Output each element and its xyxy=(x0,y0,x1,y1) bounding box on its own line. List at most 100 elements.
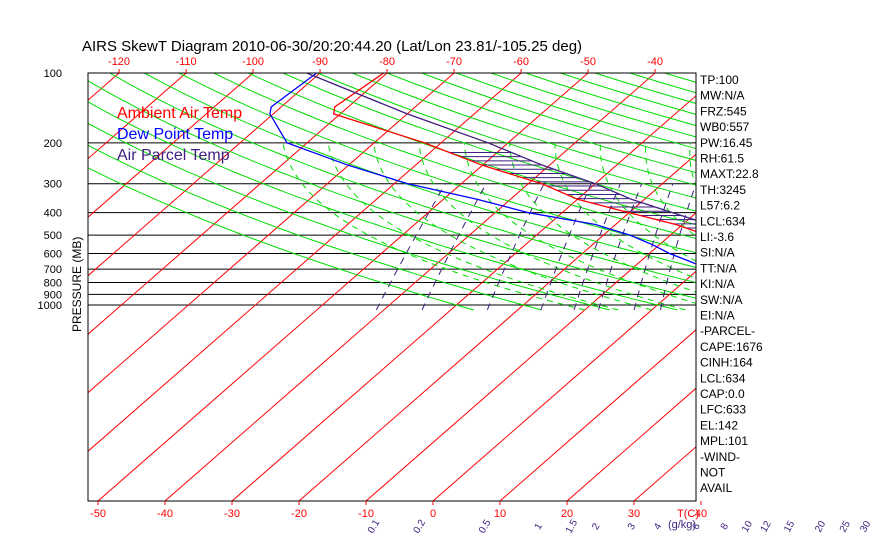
mixing-ratio-tick-label: 15 xyxy=(782,519,797,535)
mixing-ratio-line xyxy=(659,183,696,311)
dew-point-temp-line xyxy=(269,73,696,265)
moist-adiabat-line xyxy=(463,142,696,304)
top-temp-tick-label: -100 xyxy=(242,56,264,68)
isotherm-line xyxy=(88,73,321,277)
dry-adiabat-line xyxy=(664,73,696,83)
index-label: CINH:164 xyxy=(700,356,753,370)
mixing-ratio-tick-label: 2 xyxy=(590,521,603,532)
bottom-temp-tick-label: -10 xyxy=(358,508,374,520)
dry-adiabat-line xyxy=(144,73,696,268)
mixing-ratio-line xyxy=(750,184,774,310)
index-label: MAXT:22.8 xyxy=(700,167,759,181)
isotherm-line xyxy=(164,73,656,501)
dry-adiabat-line xyxy=(838,73,870,310)
index-label: TP:100 xyxy=(700,73,739,87)
grid-layer xyxy=(88,73,870,501)
index-label: EL:142 xyxy=(700,418,738,432)
mixing-ratio-tick-label: 0.2 xyxy=(412,518,429,536)
top-temp-tick-label: -80 xyxy=(379,56,395,68)
isotherm-line xyxy=(499,329,696,501)
pressure-tick-label: 100 xyxy=(44,68,62,80)
dry-adiabat-line xyxy=(386,73,696,174)
top-temp-tick-label: -60 xyxy=(513,56,529,68)
index-label: MPL:101 xyxy=(700,434,748,448)
mixing-ratio-tick-label: 6 xyxy=(691,521,704,532)
legend-air-parcel-temp: Air Parcel Temp xyxy=(117,147,230,164)
dry-adiabat-line xyxy=(525,73,696,127)
mixing-ratio-tick-label: 3 xyxy=(626,521,639,532)
plot-frame xyxy=(87,72,697,502)
mixing-ratio-line xyxy=(848,184,858,310)
index-label: AVAIL xyxy=(700,481,733,495)
pressure-tick-label: 900 xyxy=(44,289,62,301)
bottom-temp-tick-label: -30 xyxy=(224,508,240,520)
index-label: NOT xyxy=(700,466,726,480)
mixing-ratio-tick-label: 8 xyxy=(719,521,732,532)
bottom-temp-tick-label: 20 xyxy=(561,508,573,520)
dry-adiabat-line xyxy=(734,73,870,310)
bottom-temp-tick-label: -50 xyxy=(90,508,106,520)
dry-adiabat-line xyxy=(88,101,678,311)
index-label: SI:N/A xyxy=(700,246,735,260)
dry-adiabat-line xyxy=(282,73,696,212)
bottom-temp-tick-label: 0 xyxy=(430,508,436,520)
moist-adiabat-line xyxy=(282,142,585,311)
mixing-ratio-tick-label: 25 xyxy=(838,519,853,535)
mixing-ratio-line xyxy=(540,183,592,311)
bottom-temp-tick-label: 40 xyxy=(695,508,707,520)
index-label: KI:N/A xyxy=(700,277,735,291)
mixing-ratio-tick-label: 12 xyxy=(759,519,774,535)
index-label: -WIND- xyxy=(700,450,740,464)
moist-adiabat-line xyxy=(418,142,686,311)
dry-adiabat-line xyxy=(248,73,696,226)
top-temp-tick-label: -50 xyxy=(580,56,596,68)
index-label: PW:16.45 xyxy=(700,136,753,150)
pressure-tick-label: 500 xyxy=(44,230,62,242)
mixing-ratio-line xyxy=(633,183,674,311)
mixing-ratio-line xyxy=(768,184,789,310)
chart-title: AIRS SkewT Diagram 2010-06-30/20:20:44.2… xyxy=(82,38,582,55)
index-label: LI:-3.6 xyxy=(700,230,734,244)
top-temp-tick-label: -40 xyxy=(647,56,663,68)
pressure-tick-label: 1000 xyxy=(38,300,62,312)
dry-adiabat-line xyxy=(213,73,696,239)
mixing-ratio-tick-label: 1.5 xyxy=(564,518,581,536)
index-label: TH:3245 xyxy=(700,183,746,197)
moist-adiabat-line xyxy=(599,142,696,262)
bottom-temp-tick-label: 10 xyxy=(494,508,506,520)
top-temp-tick-label: -70 xyxy=(446,56,462,68)
mixing-ratio-line xyxy=(421,183,487,311)
legend: Ambient Air Temp Dew Point Temp Air Parc… xyxy=(117,105,242,164)
mixing-ratio-unit-label: (g/kg) xyxy=(668,519,696,531)
index-label: CAPE:1676 xyxy=(700,340,763,354)
moist-adiabat-line xyxy=(327,142,619,311)
temp-unit-label: T(C) xyxy=(677,508,699,520)
dry-adiabat-line xyxy=(109,73,696,284)
index-label: MW:N/A xyxy=(700,89,744,103)
dry-adiabat-line xyxy=(769,73,870,310)
index-label: LFC:633 xyxy=(700,403,746,417)
pressure-tick-label: 600 xyxy=(44,249,62,261)
mixing-ratio-tick-label: 0.5 xyxy=(477,518,494,536)
legend-dew-point-temp: Dew Point Temp xyxy=(117,126,233,143)
dry-adiabat-line xyxy=(317,73,696,199)
index-label: CAP:0.0 xyxy=(700,387,745,401)
series-layer xyxy=(269,73,696,265)
index-label: EI:N/A xyxy=(700,309,735,323)
mixing-ratio-line xyxy=(598,183,643,311)
isotherm-line xyxy=(88,73,522,452)
mixing-ratio-tick-label: 20 xyxy=(813,519,828,535)
y-axis-label: PRESSURE (MB) xyxy=(70,237,84,332)
mixing-ratio-line xyxy=(792,184,810,310)
index-label: RH:61.5 xyxy=(700,152,744,166)
air-parcel-temp-line xyxy=(306,73,696,221)
dry-adiabat-line xyxy=(178,73,696,254)
index-label: LCL:634 xyxy=(700,214,746,228)
isotherm-line xyxy=(97,73,589,501)
pressure-tick-label: 800 xyxy=(44,278,62,290)
ambient-air-temp-line xyxy=(332,73,696,233)
index-label: L57:6.2 xyxy=(700,199,740,213)
